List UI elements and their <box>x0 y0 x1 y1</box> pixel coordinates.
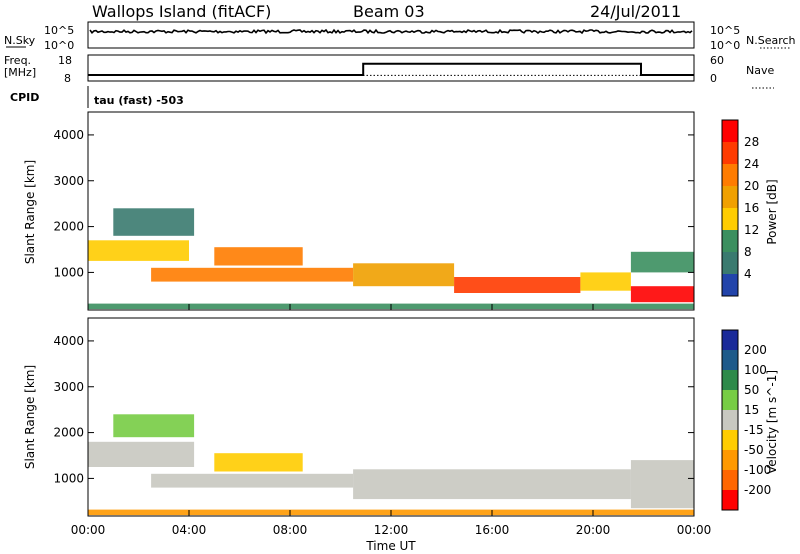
heatmap-cell-1 <box>113 414 195 438</box>
colorbar-frame <box>721 329 739 511</box>
colorbar-swatch <box>722 142 738 165</box>
heatmap-cell-4 <box>353 263 455 287</box>
date-label: 24/Jul/2011 <box>590 2 681 21</box>
cpid-text: tau (fast) -503 <box>94 94 184 107</box>
noise-tick-bottom-left: 10^0 <box>44 39 74 52</box>
y-tick-label: 3000 <box>53 380 84 394</box>
colorbar-tick-label: 24 <box>744 157 759 171</box>
colorbar-tick-label: 15 <box>744 403 759 417</box>
power-ylabel: Slant Range [km] <box>23 160 37 264</box>
x-tick-label: 16:00 <box>475 523 510 537</box>
nsky-label: N.Sky <box>4 34 36 47</box>
heatmap-cell-3 <box>214 247 303 266</box>
colorbar-tick-label: -15 <box>744 423 764 437</box>
colorbar-tick-label: 12 <box>744 223 759 237</box>
x-tick-label: 04:00 <box>172 523 207 537</box>
freq-panel-frame <box>87 54 695 82</box>
heatmap-cell-2 <box>151 473 354 488</box>
colorbar-swatch <box>722 330 738 351</box>
colorbar-swatch <box>722 120 738 143</box>
heatmap-cell-6 <box>580 272 631 291</box>
cpid-label: CPID <box>10 91 39 104</box>
freq-tick-top: 18 <box>58 54 72 67</box>
colorbar-swatch <box>722 430 738 451</box>
colorbar-tick-label: 4 <box>744 267 752 281</box>
beam-label: Beam 03 <box>353 2 425 21</box>
x-tick-label: 00:00 <box>71 523 106 537</box>
colorbar-tick-label: -200 <box>744 483 771 497</box>
freq-unit-label: [MHz] <box>4 66 36 79</box>
station-title: Wallops Island (fitACF) <box>92 2 271 21</box>
x-axis-label: Time UT <box>365 539 416 553</box>
x-tick-label: 00:00 <box>677 523 712 537</box>
noise-tick-top-right: 10^5 <box>710 24 740 37</box>
nave-tick-top: 60 <box>710 54 724 67</box>
heatmap-cell-5 <box>630 460 694 509</box>
colorbar-tick-label: 16 <box>744 201 759 215</box>
freq-tick-bottom: 8 <box>64 72 71 85</box>
velocity-ylabel: Slant Range [km] <box>23 365 37 469</box>
y-tick-label: 3000 <box>53 174 84 188</box>
x-tick-label: 12:00 <box>374 523 409 537</box>
heatmap-cell-1 <box>113 208 195 236</box>
power-colorbar-label: Power [dB] <box>765 179 779 244</box>
x-axis-ticks: 00:00 04:00 08:00 12:00 16:00 20:00 00:00 <box>71 304 712 537</box>
colorbar-swatch <box>722 370 738 391</box>
velocity-y-ticks: 1000 2000 3000 4000 <box>53 334 694 485</box>
colorbar-swatch <box>722 470 738 491</box>
y-tick-label: 2000 <box>53 220 84 234</box>
colorbar-swatch <box>722 390 738 411</box>
colorbar-swatch <box>722 208 738 231</box>
y-tick-label: 2000 <box>53 426 84 440</box>
freq-trace <box>88 62 694 76</box>
colorbar-swatch <box>722 490 738 511</box>
nave-tick-bottom: 0 <box>710 72 717 85</box>
y-tick-label: 4000 <box>53 334 84 348</box>
power-colorbar: 28 24 20 16 12 8 4 <box>721 119 759 297</box>
noise-trace <box>89 28 693 35</box>
colorbar-tick-label: -50 <box>744 443 764 457</box>
colorbar-tick-label: 8 <box>744 245 752 259</box>
colorbar-frame <box>721 119 739 297</box>
colorbar-swatch <box>722 274 738 297</box>
colorbar-tick-label: 50 <box>744 383 759 397</box>
velocity-colorbar: 200 100 50 15 -15 -50 -100 -200 <box>721 329 771 511</box>
x-tick-label: 20:00 <box>576 523 611 537</box>
heatmap-cell-4 <box>353 469 631 500</box>
power-heatmap <box>88 208 694 310</box>
colorbar-swatch <box>722 350 738 371</box>
noise-panel-frame <box>87 21 695 49</box>
heatmap-cell-0 <box>88 441 195 467</box>
colorbar-swatch <box>722 186 738 209</box>
velocity-heatmap <box>88 414 694 516</box>
y-tick-label: 4000 <box>53 128 84 142</box>
freq-label: Freq. <box>4 54 31 67</box>
power-y-ticks: 1000 2000 3000 4000 <box>53 128 694 279</box>
y-tick-label: 1000 <box>53 265 84 279</box>
colorbar-tick-label: 20 <box>744 179 759 193</box>
heatmap-cell-0 <box>88 240 189 261</box>
y-tick-label: 1000 <box>53 471 84 485</box>
heatmap-cell-5 <box>454 277 581 293</box>
nave-label: Nave <box>746 64 774 77</box>
colorbar-tick-label: 200 <box>744 343 767 357</box>
heatmap-cell-7 <box>630 286 694 303</box>
noise-tick-top-left: 10^5 <box>44 24 74 37</box>
heatmap-cell-8 <box>630 251 694 273</box>
velocity-colorbar-label: Velocity [m s^-1] <box>765 370 779 474</box>
colorbar-swatch <box>722 252 738 275</box>
colorbar-swatch <box>722 230 738 253</box>
colorbar-tick-label: 100 <box>744 363 767 377</box>
noise-tick-bottom-right: 10^0 <box>710 39 740 52</box>
colorbar-swatch <box>722 410 738 431</box>
colorbar-tick-label: -100 <box>744 463 771 477</box>
heatmap-cell-3 <box>214 453 303 472</box>
colorbar-swatch <box>722 450 738 471</box>
nsearch-label: N.Search <box>746 34 796 47</box>
colorbar-swatch <box>722 164 738 187</box>
heatmap-cell-2 <box>151 267 354 282</box>
colorbar-tick-label: 28 <box>744 135 759 149</box>
x-tick-label: 08:00 <box>273 523 308 537</box>
